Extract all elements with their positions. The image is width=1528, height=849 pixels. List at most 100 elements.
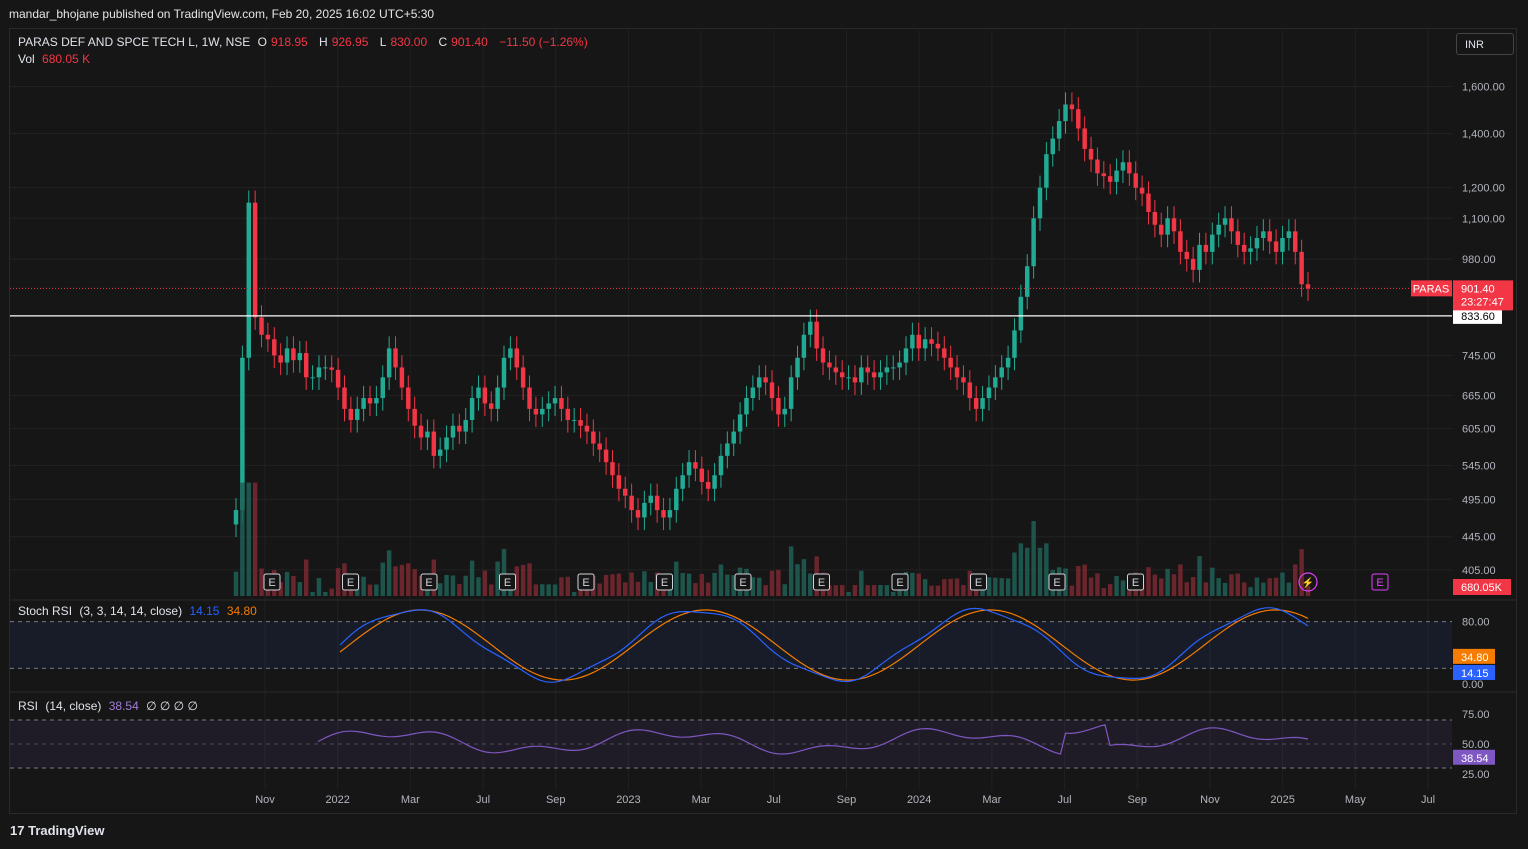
candle-body-81: [750, 387, 756, 399]
volume-bar-121: [1005, 578, 1011, 596]
volume-bar-73: [699, 573, 705, 596]
rsi-badge: [1453, 749, 1495, 765]
candle-body-34: [450, 425, 456, 438]
volume-bar-48: [540, 584, 545, 596]
price-tick-7: 605.00: [1462, 424, 1496, 436]
candle-body-98: [859, 367, 864, 383]
volume-bar-13: [316, 578, 322, 596]
candle-body-23: [380, 377, 385, 399]
volume-bar-101: [878, 585, 883, 596]
volume-bar-70: [680, 572, 685, 596]
candle-body-123: [1018, 296, 1024, 331]
volume-bar-132: [1076, 566, 1081, 596]
earnings-marker-9: [970, 573, 987, 591]
candle-body-149: [1184, 251, 1189, 259]
candle-body-79: [737, 414, 743, 432]
candle-body-70: [680, 475, 685, 489]
volume-bar-130: [1063, 568, 1068, 596]
earnings-marker-1: [342, 573, 359, 591]
candle-body-86: [782, 408, 787, 415]
volume-bar-51: [559, 577, 564, 596]
candle-body-135: [1095, 159, 1100, 174]
volume-bar-14: [323, 591, 328, 596]
volume-bar-3: [252, 482, 258, 596]
currency-button[interactable]: INR: [1456, 33, 1514, 55]
candle-body-84: [769, 382, 775, 399]
volume-bar-59: [610, 574, 615, 596]
stoch-k-badge: [1453, 664, 1495, 680]
candle-body-3: [252, 202, 258, 318]
volume-bar-119: [993, 577, 998, 596]
volume-bar-28: [412, 569, 417, 596]
rsi-badge-text: 38.54: [1461, 753, 1489, 765]
volume-bar-1: [240, 482, 245, 596]
volume-bar-60: [616, 573, 622, 596]
candle-body-64: [642, 502, 647, 518]
candle-body-45: [520, 367, 526, 388]
candle-body-55: [584, 425, 590, 432]
volume-bar-34: [450, 575, 456, 596]
volume-bar-69: [674, 561, 679, 596]
time-tick-4: Sep: [546, 794, 566, 806]
symbol-badge-text: PARAS: [1413, 283, 1449, 295]
volume-bar-155: [1222, 582, 1228, 596]
candle-body-17: [342, 387, 347, 409]
volume-bar-111: [942, 579, 947, 596]
candle-body-139: [1120, 162, 1126, 171]
candle-body-105: [903, 348, 909, 363]
candle-body-30: [425, 431, 430, 438]
price-tick-9: 495.00: [1462, 494, 1496, 506]
volume-bar-65: [648, 582, 653, 596]
volume-bar-137: [1107, 584, 1113, 596]
candle-body-14: [323, 367, 328, 369]
time-tick-16: Jul: [1421, 794, 1435, 806]
volume-bar-5: [265, 585, 271, 596]
price-tick-6: 665.00: [1462, 390, 1496, 402]
candle-body-134: [1088, 148, 1094, 160]
candle-body-103: [891, 367, 896, 369]
price-tick-3: 1,100.00: [1462, 213, 1505, 225]
candle-body-102: [884, 367, 890, 373]
volume-bar-139: [1120, 580, 1126, 596]
volume-bar-86: [782, 584, 787, 596]
candle-body-36: [463, 420, 468, 432]
candle-body-37: [469, 398, 475, 421]
candle-body-65: [648, 495, 653, 503]
candle-body-95: [839, 372, 845, 378]
chart-frame: [9, 28, 1517, 814]
candle-body-19: [355, 408, 360, 421]
candle-body-67: [661, 510, 666, 518]
candle-body-28: [412, 408, 417, 426]
volume-bar-81: [750, 577, 756, 596]
volume-bar-136: [1101, 588, 1107, 596]
dividend-icon: [1298, 572, 1318, 592]
earnings-marker-8: [891, 573, 909, 591]
candle-body-85: [776, 398, 781, 415]
candle-body-140: [1127, 162, 1132, 174]
candle-body-159: [1248, 248, 1253, 252]
volume-bar-50: [552, 584, 558, 596]
candle-body-16: [335, 369, 341, 388]
volume-badge-text: 680.05K: [1461, 582, 1503, 594]
candle-body-164: [1280, 238, 1285, 252]
volume-bar-104: [897, 585, 902, 596]
stoch-d-value: 34.80: [226, 604, 257, 618]
high-value: 926.95: [331, 35, 369, 49]
earnings-marker-text-11: E: [1132, 577, 1139, 589]
candle-body-161: [1261, 231, 1266, 239]
volume-bar-95: [839, 585, 845, 596]
candle-body-99: [865, 367, 870, 373]
earnings-marker-11: [1127, 573, 1144, 591]
candle-body-137: [1107, 176, 1113, 182]
volume-bar-44: [514, 566, 519, 596]
candle-body-33: [444, 437, 449, 450]
candle-body-48: [540, 408, 545, 415]
candle-body-43: [508, 348, 513, 358]
candle-body-87: [788, 377, 794, 409]
candle-body-116: [973, 398, 979, 409]
volume-bar-164: [1280, 572, 1285, 596]
candle-body-5: [265, 334, 271, 340]
volume-bar-37: [469, 560, 475, 596]
time-tick-5: 2023: [616, 794, 640, 806]
